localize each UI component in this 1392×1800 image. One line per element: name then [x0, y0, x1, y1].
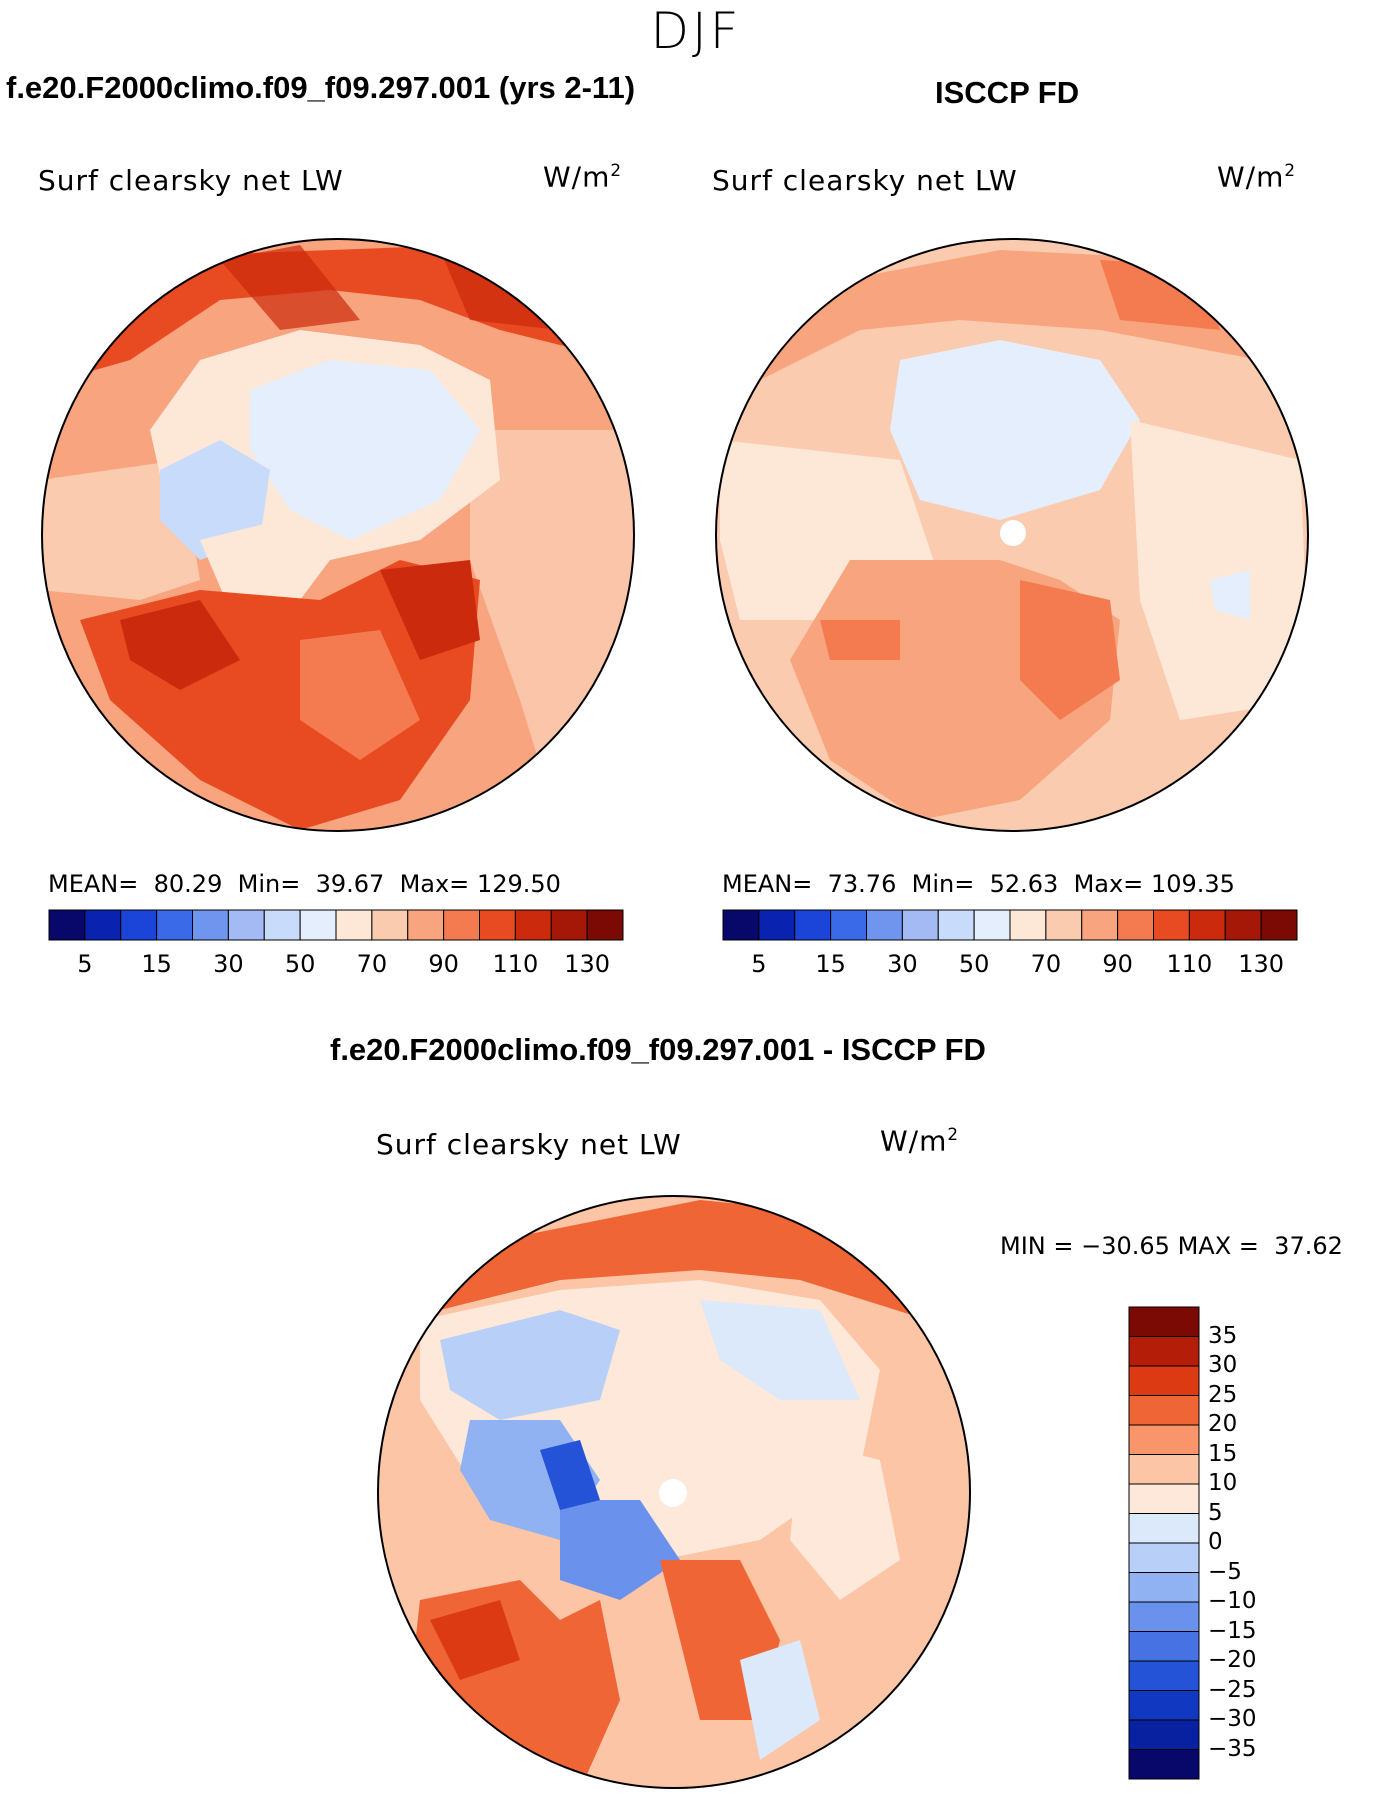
colorbar-swatch [1128, 1424, 1200, 1455]
season-title: DJF [650, 2, 742, 60]
colorbar-swatch [371, 909, 409, 941]
colorbar-swatch [1128, 1719, 1200, 1750]
colorbar-swatch [1260, 909, 1298, 941]
colorbar-tick-label: −30 [1208, 1706, 1257, 1732]
colorbar-swatch [586, 909, 624, 941]
colorbar-swatch [1128, 1749, 1200, 1780]
stats-model: MEAN= 80.29 Min= 39.67 Max= 129.50 [48, 870, 561, 898]
colorbar-tick-label: 5 [751, 950, 767, 978]
model-case-title: f.e20.F2000climo.f09_f09.297.001 (yrs 2-… [6, 70, 636, 105]
colorbar-swatch [1128, 1395, 1200, 1426]
colorbar-tick-label: 0 [1208, 1529, 1223, 1555]
colorbar-tick-label: 70 [356, 950, 388, 978]
colorbar-tick-label: −20 [1208, 1647, 1257, 1673]
colorbar-tick-label: 130 [564, 950, 611, 978]
colorbar-tick-label: 20 [1208, 1411, 1238, 1437]
colorbar-swatch [550, 909, 588, 941]
colorbar-swatch [866, 909, 903, 941]
colorbar-tick-label: −25 [1208, 1676, 1257, 1703]
colorbar-tick-label: 5 [77, 950, 93, 978]
colorbar-swatch [1128, 1483, 1200, 1514]
colorbar-tick-label: 110 [1166, 950, 1213, 978]
colorbar-swatch [1128, 1542, 1200, 1573]
colorbar-swatch [156, 909, 193, 941]
obs-case-title: ISCCP FD [935, 75, 1080, 110]
colorbar-swatch [722, 909, 760, 941]
colorbar-swatch [1153, 909, 1190, 941]
colorbar-swatch [479, 909, 516, 941]
stats-obs: MEAN= 73.76 Min= 52.63 Max= 109.35 [722, 870, 1235, 898]
colorbar-tick-label: 15 [1208, 1440, 1238, 1467]
colorbar-tick-label: −15 [1208, 1617, 1257, 1644]
colorbar-swatch [48, 909, 86, 941]
colorbar-tick-label: 30 [1208, 1352, 1238, 1378]
colorbar-swatch [514, 909, 552, 941]
colorbar-ticks-diff: 35 30 25 20 15 10 5 0 −5 −10 −15 −20 −25 −30 −35 [1208, 1306, 1308, 1780]
colorbar-swatch [937, 909, 975, 941]
colorbar-tick-label: 30 [213, 950, 244, 978]
colorbar-swatch [335, 909, 373, 941]
variable-label-model: Surf clearsky net LW [38, 164, 344, 197]
colorbar-ticks-obs: 5 15 30 50 70 90 110 130 [722, 950, 1298, 982]
colorbar-obs [722, 909, 1298, 941]
colorbar-diff [1128, 1306, 1200, 1780]
colorbar-tick-label: 50 [958, 950, 990, 978]
colorbar-swatch [1188, 909, 1226, 941]
colorbar-swatch [1128, 1365, 1200, 1396]
colorbar-tick-label: −10 [1208, 1588, 1257, 1614]
colorbar-swatch [1045, 909, 1083, 941]
colorbar-tick-label: 35 [1208, 1322, 1238, 1349]
colorbar-swatch [1128, 1601, 1200, 1632]
colorbar-swatch [1009, 909, 1047, 941]
units-label-obs: W/m2 [1217, 160, 1297, 194]
colorbar-swatch [443, 909, 480, 941]
colorbar-swatch [227, 909, 265, 941]
colorbar-swatch [758, 909, 796, 941]
colorbar-swatch [84, 909, 122, 941]
colorbar-swatch [1128, 1572, 1200, 1603]
colorbar-model [48, 909, 624, 941]
colorbar-tick-label: 110 [492, 950, 539, 978]
colorbar-swatch [901, 909, 939, 941]
colorbar-tick-label: 5 [1208, 1499, 1223, 1526]
colorbar-tick-label: −5 [1208, 1558, 1242, 1585]
stats-diff: MIN = −30.65 MAX = 37.62 [1000, 1232, 1343, 1260]
colorbar-swatch [407, 909, 445, 941]
colorbar-swatch [1081, 909, 1119, 941]
colorbar-swatch [1128, 1336, 1200, 1367]
colorbar-tick-label: 70 [1030, 950, 1062, 978]
colorbar-swatch [192, 909, 229, 941]
difference-title: f.e20.F2000climo.f09_f09.297.001 - ISCCP… [330, 1032, 986, 1067]
colorbar-swatch [830, 909, 867, 941]
colorbar-tick-label: 90 [1102, 950, 1133, 978]
variable-label-obs: Surf clearsky net LW [712, 164, 1018, 197]
colorbar-tick-label: 25 [1208, 1381, 1238, 1408]
colorbar-tick-label: 130 [1238, 950, 1285, 978]
colorbar-swatch [794, 909, 832, 941]
colorbar-swatch [1128, 1513, 1200, 1544]
colorbar-tick-label: 50 [284, 950, 316, 978]
colorbar-swatch [1128, 1690, 1200, 1721]
colorbar-tick-label: 30 [887, 950, 918, 978]
colorbar-tick-label: 15 [141, 950, 172, 978]
colorbar-swatch [263, 909, 301, 941]
colorbar-tick-label: 15 [815, 950, 846, 978]
colorbar-tick-label: 90 [428, 950, 459, 978]
colorbar-swatch [299, 909, 337, 941]
colorbar-swatch [1117, 909, 1154, 941]
colorbar-swatch [1128, 1306, 1200, 1337]
colorbar-swatch [1128, 1454, 1200, 1485]
units-label-model: W/m2 [543, 160, 623, 194]
colorbar-tick-label: −35 [1208, 1735, 1257, 1762]
colorbar-tick-label: 10 [1208, 1470, 1238, 1496]
colorbar-ticks-model: 5 15 30 50 70 90 110 130 [48, 950, 624, 982]
units-label-diff: W/m2 [880, 1124, 960, 1158]
variable-label-diff: Surf clearsky net LW [376, 1128, 682, 1161]
colorbar-swatch [1128, 1631, 1200, 1662]
colorbar-swatch [120, 909, 158, 941]
colorbar-swatch [973, 909, 1011, 941]
colorbar-swatch [1224, 909, 1262, 941]
colorbar-swatch [1128, 1660, 1200, 1691]
